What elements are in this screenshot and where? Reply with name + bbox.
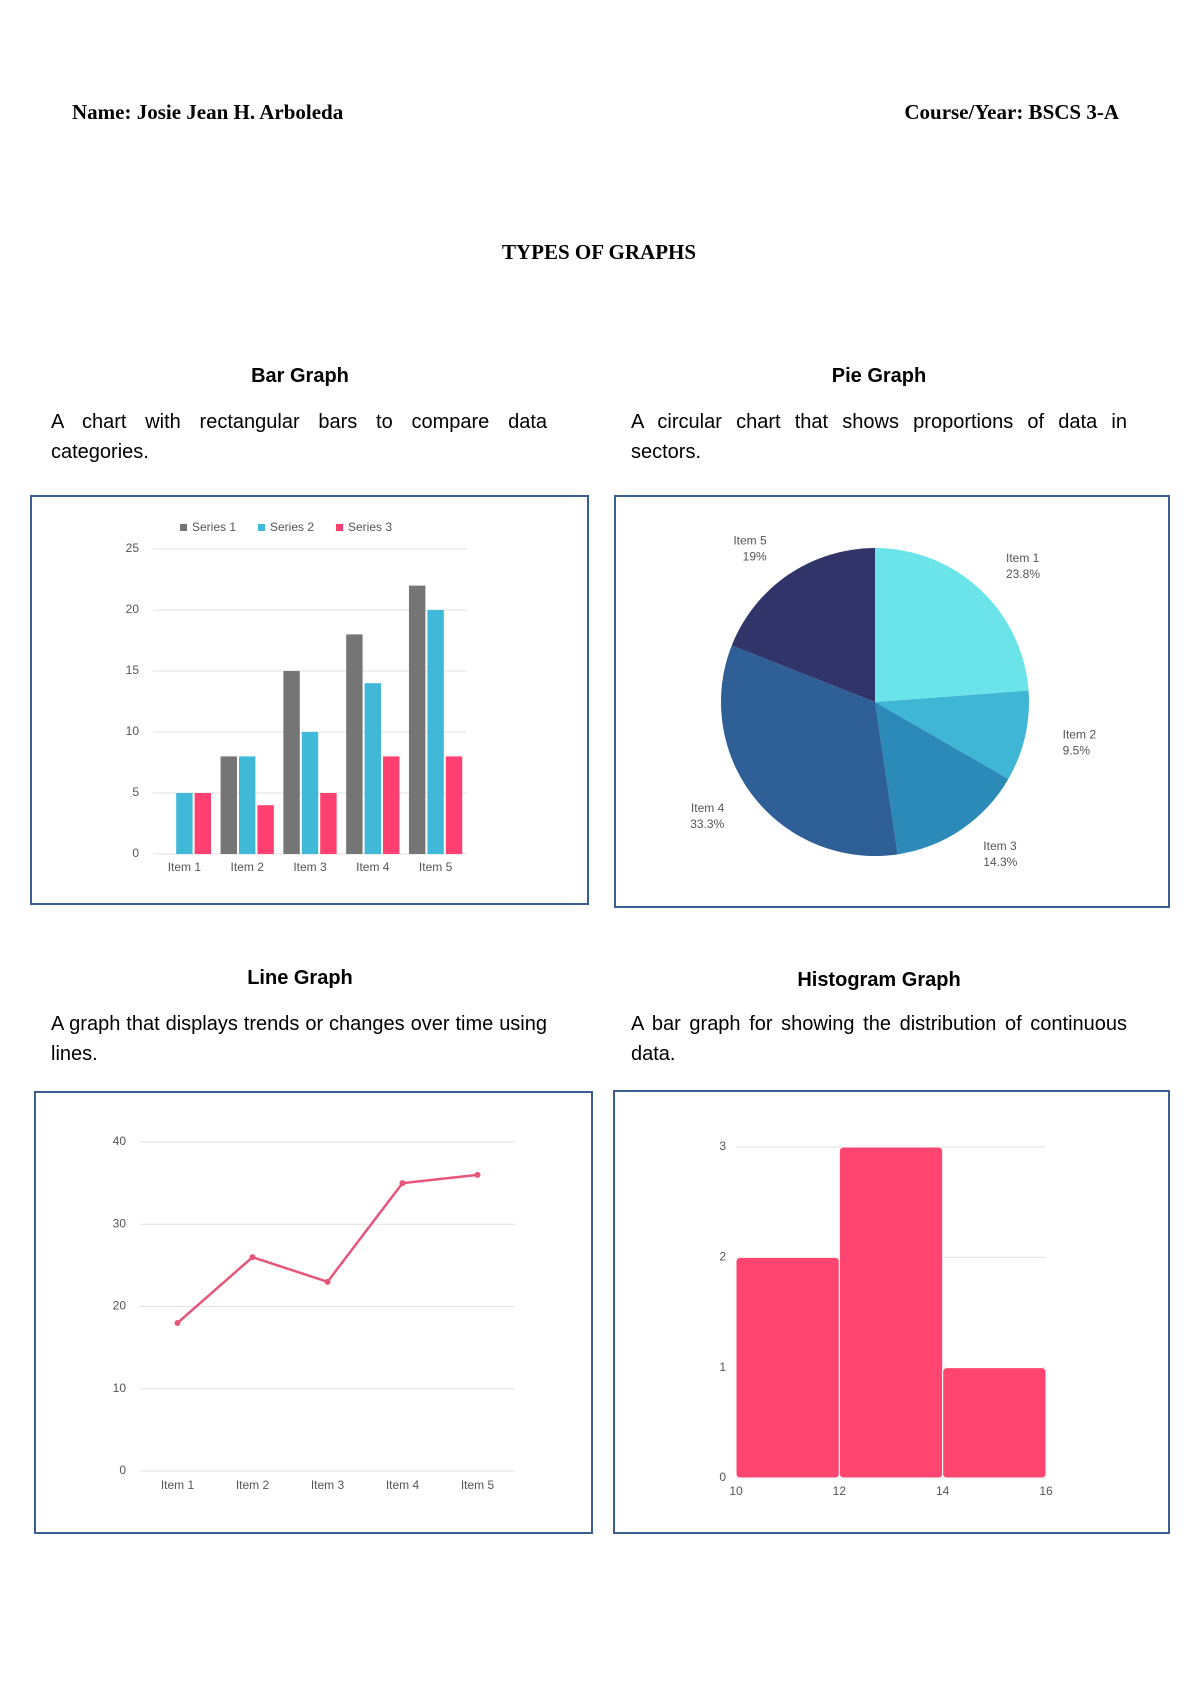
y-tick-label: 10 <box>126 724 140 738</box>
legend-label: Series 1 <box>192 520 236 534</box>
x-tick-label: Item 1 <box>168 860 202 874</box>
y-tick-label: 0 <box>719 1470 726 1484</box>
y-tick-label: 1 <box>719 1360 726 1374</box>
y-tick-label: 20 <box>126 602 140 616</box>
slice-value: 14.3% <box>983 855 1017 869</box>
x-tick-label: Item 5 <box>419 860 453 874</box>
slice-value: 19% <box>743 549 767 563</box>
course-year: Course/Year: BSCS 3-A <box>904 100 1119 124</box>
y-tick-label: 0 <box>119 1463 126 1477</box>
chart-frame: Item 1 23.8% Item 2 9.5% Item 3 14.3% Item 4 33… <box>614 495 1170 908</box>
line-chart: 0 10 20 30 40 Item 1 Item 2 Item 3 Item 4 Item 5 <box>113 1134 515 1492</box>
pie-slice <box>875 702 1009 855</box>
line-point <box>174 1319 181 1326</box>
legend-swatch <box>336 524 343 531</box>
bar <box>346 634 363 854</box>
x-tick-label: 16 <box>1039 1484 1053 1498</box>
y-tick-label: 0 <box>132 846 139 860</box>
x-tick-label: Item 1 <box>161 1478 195 1492</box>
bar <box>427 610 444 854</box>
chart-frame: 0 1 2 3 10 12 14 16 <box>613 1090 1170 1534</box>
bar <box>220 756 237 854</box>
slice-value: 23.8% <box>1006 567 1040 581</box>
slice-label: Item 2 <box>1063 727 1097 741</box>
y-tick-label: 40 <box>113 1134 127 1148</box>
legend-label: Series 3 <box>348 520 392 534</box>
x-tick-label: Item 4 <box>356 860 390 874</box>
x-tick-label: Item 3 <box>293 860 327 874</box>
bar <box>238 756 256 854</box>
legend-swatch <box>180 524 187 531</box>
section-description: A chart with rectangular bars to compare… <box>51 411 547 463</box>
bar <box>445 756 463 854</box>
histogram-bar <box>838 1146 944 1479</box>
y-tick-label: 30 <box>113 1216 127 1230</box>
section-heading: Histogram Graph <box>797 969 961 991</box>
bar <box>301 732 319 854</box>
line-point <box>474 1171 481 1178</box>
x-tick-label: Item 2 <box>231 860 265 874</box>
chart-frame: 0 10 20 30 40 Item 1 Item 2 Item 3 Item 4 Item 5 <box>34 1091 593 1534</box>
bar <box>408 585 426 854</box>
histogram-bar <box>942 1367 1047 1479</box>
x-tick-label: 10 <box>729 1484 743 1498</box>
y-tick-label: 3 <box>719 1139 726 1153</box>
pie-slice <box>875 690 1029 779</box>
line-point <box>324 1278 331 1285</box>
chart-frame: 0 5 10 15 20 25 Item 1 Item 2 Item 3 Item 4 Item 5… <box>30 495 589 905</box>
histogram-bar <box>735 1256 840 1479</box>
bar <box>383 756 400 854</box>
x-tick-label: Item 4 <box>386 1478 420 1492</box>
slice-label: Item 4 <box>691 801 725 815</box>
bar-chart: 0 5 10 15 20 25 Item 1 Item 2 Item 3 Item 4 Item 5… <box>126 520 467 874</box>
page-title: TYPES OF GRAPHS <box>501 240 697 264</box>
pie-slice <box>721 645 898 856</box>
student-name: Name: Josie Jean H. Arboleda <box>72 100 344 124</box>
slice-label: Item 3 <box>983 839 1017 853</box>
slice-value: 33.3% <box>690 817 724 831</box>
y-tick-label: 5 <box>132 785 139 799</box>
pie-slice <box>875 548 1029 702</box>
bar <box>257 805 274 854</box>
slice-label: Item 5 <box>733 533 767 547</box>
bar <box>176 793 193 854</box>
pie-chart: Item 1 23.8% Item 2 9.5% Item 3 14.3% Item 4 33… <box>690 533 1097 869</box>
y-tick-label: 2 <box>719 1250 726 1264</box>
bar <box>194 793 212 854</box>
legend-label: Series 2 <box>270 520 314 534</box>
bar <box>283 671 300 854</box>
x-tick-label: Item 5 <box>461 1478 495 1492</box>
y-tick-label: 20 <box>113 1299 127 1313</box>
section-description: A circular chart that shows proportions … <box>631 411 1127 463</box>
y-tick-label: 15 <box>126 663 140 677</box>
section-heading: Pie Graph <box>831 365 927 387</box>
slice-label: Item 1 <box>1006 551 1040 565</box>
x-tick-label: 12 <box>833 1484 847 1498</box>
section-description: A bar graph for showing the distribution… <box>631 1013 1127 1065</box>
y-tick-label: 10 <box>113 1381 127 1395</box>
bar <box>320 793 337 854</box>
x-tick-label: Item 3 <box>311 1478 345 1492</box>
x-tick-label: 14 <box>936 1484 950 1498</box>
y-tick-label: 25 <box>126 541 140 555</box>
line-point <box>249 1254 256 1261</box>
section-description: A graph that displays trends or changes … <box>51 1013 547 1065</box>
slice-value: 9.5% <box>1063 743 1091 757</box>
line-series <box>176 1173 478 1324</box>
x-tick-label: Item 2 <box>236 1478 270 1492</box>
legend-swatch <box>258 524 265 531</box>
line-point <box>399 1180 406 1187</box>
pie-slice <box>731 548 875 702</box>
bar <box>364 683 382 854</box>
section-heading: Bar Graph <box>251 365 349 387</box>
section-heading: Line Graph <box>247 967 353 989</box>
